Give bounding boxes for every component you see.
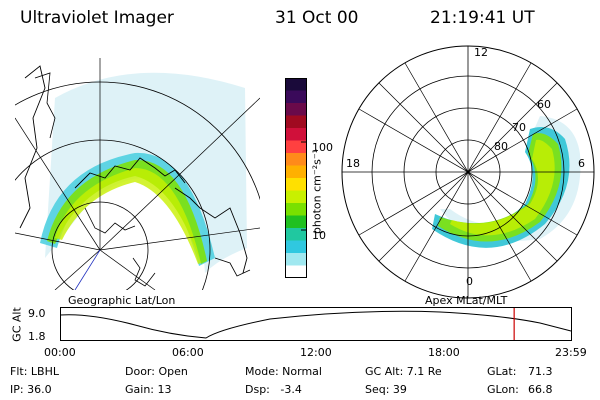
xtick-0000: 00:00 [44,346,76,359]
geographic-image [15,58,260,290]
info-glon-label: GLon: [487,383,519,396]
colorbar-border [285,78,307,278]
info-gc-alt: GC Alt: 7.1 Re [365,365,442,378]
colorbar-segment [285,78,307,91]
altitude-ytick-9: 9.0 [28,307,46,320]
polar-panel-label: Apex MLat/MLT [425,294,508,307]
polar-image [341,45,595,299]
colorbar-segment [285,165,307,179]
altitude-ylabel: GC Alt [10,307,24,342]
altitude-plot [60,307,572,341]
info-gain: Gain: 13 [125,383,172,396]
date-label: 31 Oct 00 [275,8,359,28]
mlt-label-6: 6 [578,157,585,170]
info-glat-label: GLat: [487,365,517,378]
mlt-label-18: 18 [346,157,360,170]
colorbar-segment [285,265,307,278]
colorbar-segment [285,203,307,216]
colorbar-segment [285,90,307,104]
colorbar-segment [285,228,307,241]
info-mode: Mode: Normal [245,365,322,378]
colorbar-tick-100: 100 [312,141,333,154]
info-ip: IP: 36.0 [10,383,52,396]
mlt-label-0: 0 [466,275,473,288]
info-dsp: Dsp: -3.4 [245,383,302,396]
colorbar-segment [285,178,307,191]
altitude-ytick-1.8: 1.8 [28,330,46,343]
instrument-title: Ultraviolet Imager [20,8,174,28]
colorbar-segment [285,215,307,229]
info-door: Door: Open [125,365,188,378]
time-label: 21:19:41 UT [430,8,535,28]
colorbar-segment [285,128,307,141]
colorbar-segment [285,153,307,166]
xtick-1200: 12:00 [300,346,332,359]
colorbar-tick-10: 10 [312,229,326,242]
colorbar-segment [285,140,307,154]
info-filter: Flt: LBHL [10,365,59,378]
colorbar-segment [285,190,307,204]
colorbar-segment [285,103,307,116]
info-glon-value: 66.8 [528,383,553,396]
altitude-curve [60,310,572,339]
mlat-label-80: 80 [494,140,508,153]
xtick-0600: 06:00 [172,346,204,359]
colorbar-segment [285,253,307,266]
mlt-label-12: 12 [474,46,488,59]
info-seq: Seq: 39 [365,383,407,396]
geo-panel-label: Geographic Lat/Lon [68,294,176,307]
colorbar-segment [285,240,307,254]
info-glat-value: 71.3 [528,365,553,378]
mlat-label-60: 60 [537,98,551,111]
xtick-1800: 18:00 [428,346,460,359]
xtick-2359: 23:59 [555,346,587,359]
mlat-label-70: 70 [512,121,526,134]
colorbar-segment [285,115,307,129]
colorbar [285,78,307,278]
colorbar-unit-label: photon cm⁻²s⁻¹ [310,148,324,235]
